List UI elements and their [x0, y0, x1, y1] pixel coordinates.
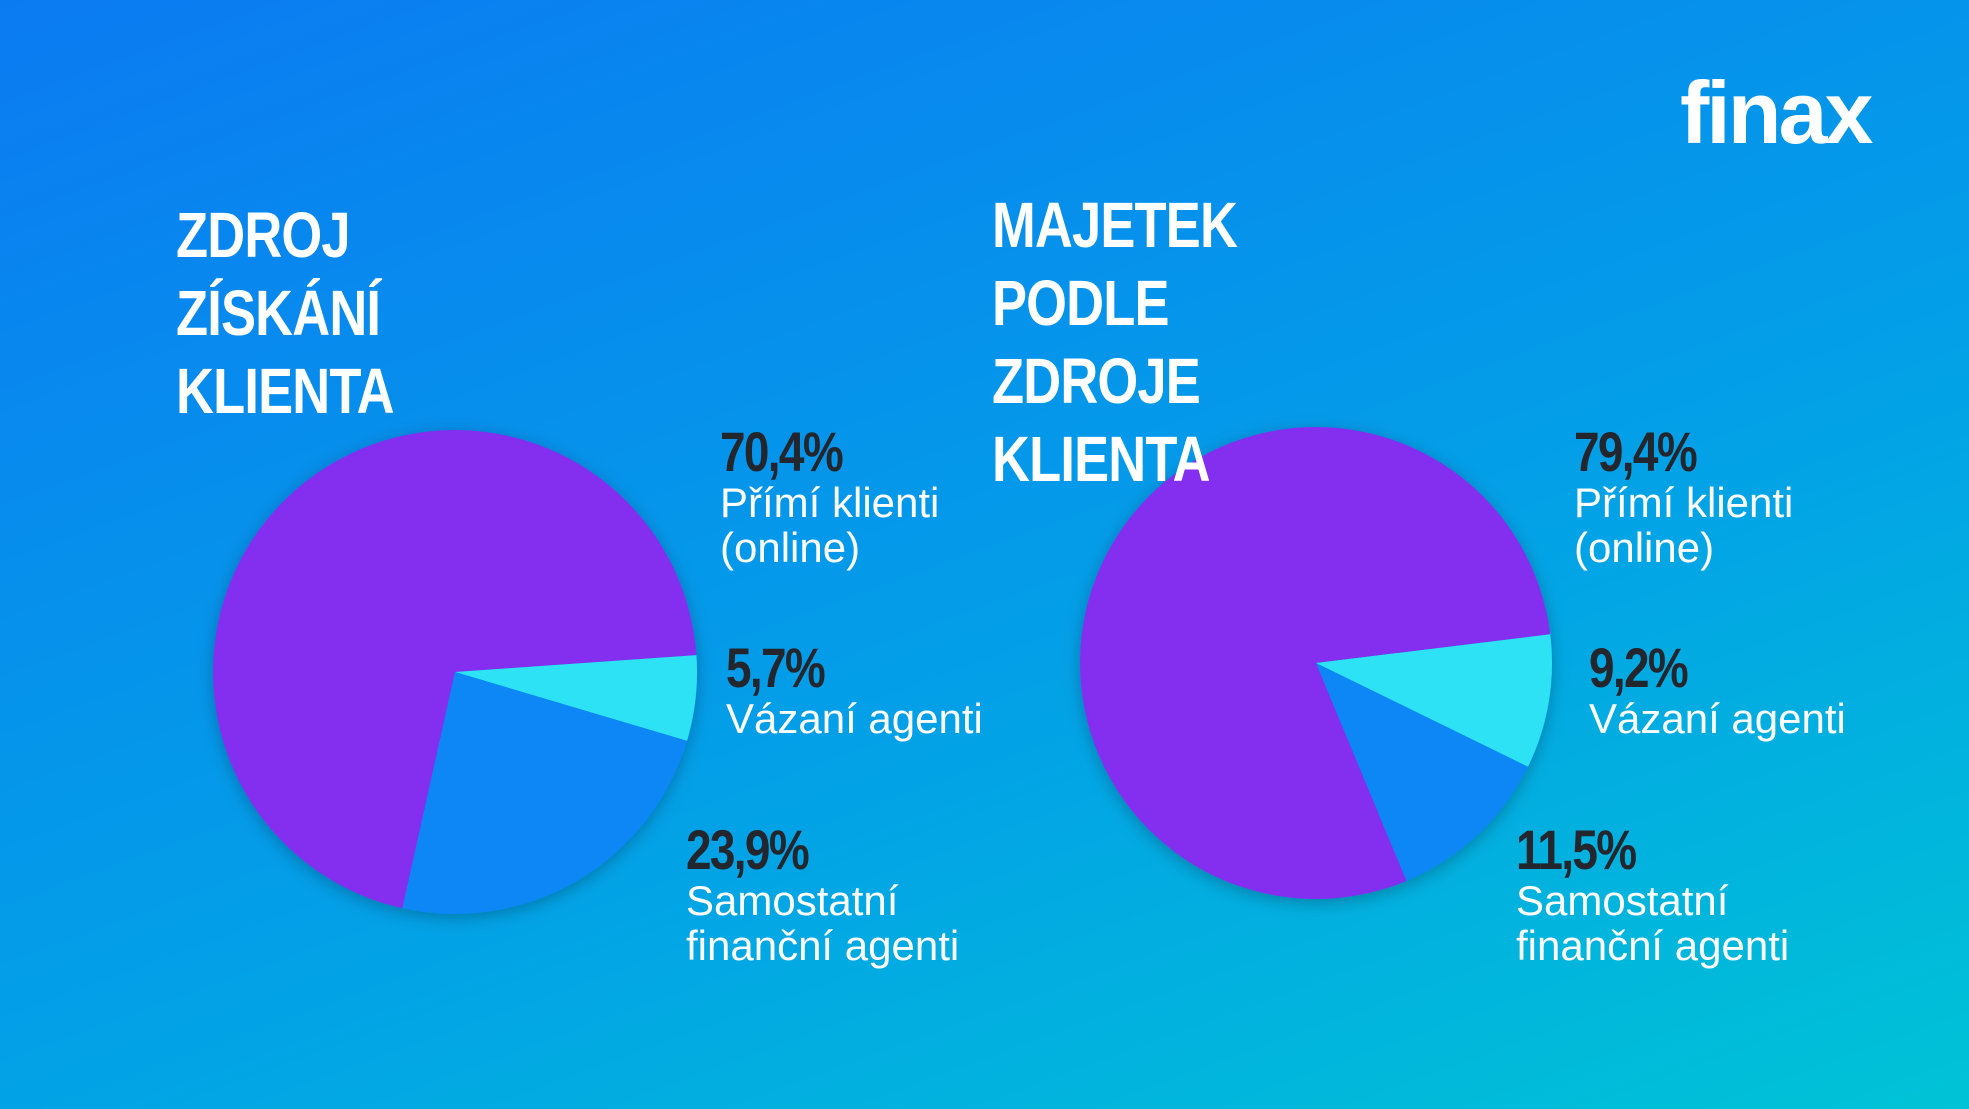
value-label: 9,2% — [1589, 636, 1689, 699]
legend-entry: 5,7% Vázaní agenti — [726, 636, 1066, 742]
logo: finax — [1680, 63, 1873, 162]
pie-slice — [1316, 634, 1552, 767]
pie-slice — [1080, 426, 1551, 899]
legend-entry: 79,4% Přímí klienti (online) — [1574, 420, 1914, 571]
category-label: Vázaní agenti — [1589, 695, 1846, 742]
legend-entry: 70,4% Přímí klienti (online) — [720, 420, 1060, 571]
value-label: 70,4% — [720, 420, 844, 483]
category-label: Přímí klienti (online) — [720, 479, 940, 571]
chart-title: ZDROJ ZÍSKÁNÍ KLIENTA — [176, 199, 395, 427]
category-label: Vázaní agenti — [726, 695, 983, 742]
legend-entry: 9,2% Vázaní agenti — [1589, 636, 1929, 742]
category-label: Samostatní finanční agenti — [1516, 877, 1790, 969]
pie-slice — [1316, 663, 1528, 881]
pie — [213, 430, 697, 914]
value-label: 79,4% — [1574, 420, 1698, 483]
value-label: 23,9% — [686, 818, 810, 881]
pie-slice — [402, 672, 688, 914]
chart-title: MAJETEK PODLE ZDROJE KLIENTA — [992, 189, 1238, 495]
category-label: Přímí klienti (online) — [1574, 479, 1794, 571]
legend-entry: 23,9% Samostatní finanční agenti — [686, 818, 1026, 969]
category-label: Samostatní finanční agenti — [686, 877, 960, 969]
legend-entry: 11,5% Samostatní finanční agenti — [1516, 818, 1856, 969]
value-label: 5,7% — [726, 636, 826, 699]
pie-slice — [213, 430, 697, 909]
pie — [1080, 426, 1552, 899]
value-label: 11,5% — [1516, 818, 1637, 881]
pie-slice — [455, 655, 697, 741]
